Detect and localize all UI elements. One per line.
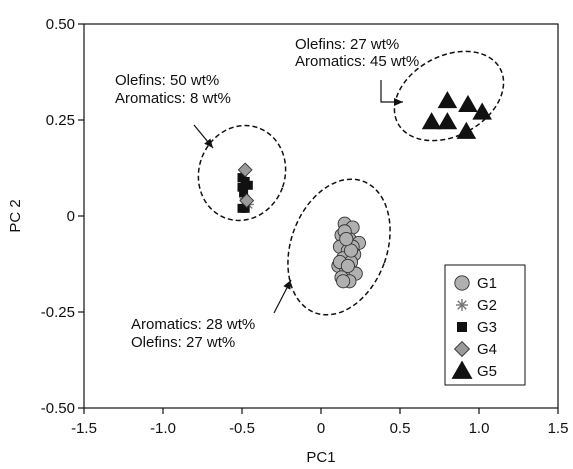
y-axis: 0.50 0.25 0 -0.25 -0.50 xyxy=(41,16,84,417)
x-axis-title: PC1 xyxy=(306,449,335,466)
point-g3 xyxy=(237,182,247,192)
point-g4 xyxy=(239,193,255,209)
annotation-text: Olefins: 27 wt% xyxy=(295,36,399,53)
annotation-text: Olefins: 27 wt% xyxy=(131,334,235,351)
point-g5 xyxy=(421,112,442,130)
point-g5 xyxy=(472,102,492,120)
legend-marker-g5 xyxy=(451,360,473,379)
x-tick-label: -0.5 xyxy=(229,420,255,437)
y-tick-label: 0 xyxy=(67,208,75,225)
x-tick-label: -1.5 xyxy=(71,420,97,437)
legend-label-g4: G4 xyxy=(477,341,497,358)
annotation-arrow xyxy=(193,124,214,149)
data-points xyxy=(237,91,492,289)
annotation-text: Aromatics: 28 wt% xyxy=(131,316,255,333)
legend-label-g3: G3 xyxy=(477,319,497,336)
annotation-arrow xyxy=(380,80,403,106)
y-axis-title: PC 2 xyxy=(7,199,24,232)
point-g1 xyxy=(336,274,351,289)
annotation-text: Aromatics: 45 wt% xyxy=(295,53,419,70)
legend-label-g1: G1 xyxy=(477,275,497,292)
point-g1 xyxy=(339,231,354,247)
x-tick-label: -1.0 xyxy=(150,420,176,437)
legend-label-g5: G5 xyxy=(477,363,497,380)
legend: G1 G2 G3 G4 G5 xyxy=(444,264,526,386)
legend-label-g2: G2 xyxy=(477,297,497,314)
x-tick-label: 1.5 xyxy=(548,420,569,437)
point-g5 xyxy=(458,94,478,112)
annotation-text: Olefins: 50 wt% xyxy=(115,72,219,89)
annotation-arrow xyxy=(273,279,292,314)
x-tick-label: 0.5 xyxy=(390,420,411,437)
point-g3 xyxy=(243,180,253,190)
annotations: Olefins: 27 wt%Aromatics: 45 wt%Olefins:… xyxy=(115,36,419,351)
annotation-text: Aromatics: 8 wt% xyxy=(115,90,231,107)
point-g3 xyxy=(239,188,249,198)
legend-marker-g2 xyxy=(455,298,469,312)
point-g5 xyxy=(437,112,458,130)
x-tick-label: 1.0 xyxy=(469,420,490,437)
y-tick-label: 0.25 xyxy=(46,112,75,129)
x-tick-label: 0 xyxy=(317,420,325,437)
x-axis: -1.5 -1.0 -0.5 0 0.5 1.0 1.5 xyxy=(71,408,568,437)
point-g5 xyxy=(437,91,458,109)
y-tick-label: -0.25 xyxy=(41,304,75,321)
point-g1 xyxy=(340,258,355,273)
legend-marker-g4 xyxy=(453,340,471,358)
point-g4 xyxy=(237,162,253,178)
cluster-ellipse xyxy=(197,124,287,222)
y-tick-label: 0.50 xyxy=(46,16,75,33)
point-g5 xyxy=(456,121,477,139)
y-tick-label: -0.50 xyxy=(41,400,75,417)
point-g3 xyxy=(240,203,250,213)
legend-marker-g1 xyxy=(454,275,470,291)
legend-marker-g3 xyxy=(457,322,467,332)
